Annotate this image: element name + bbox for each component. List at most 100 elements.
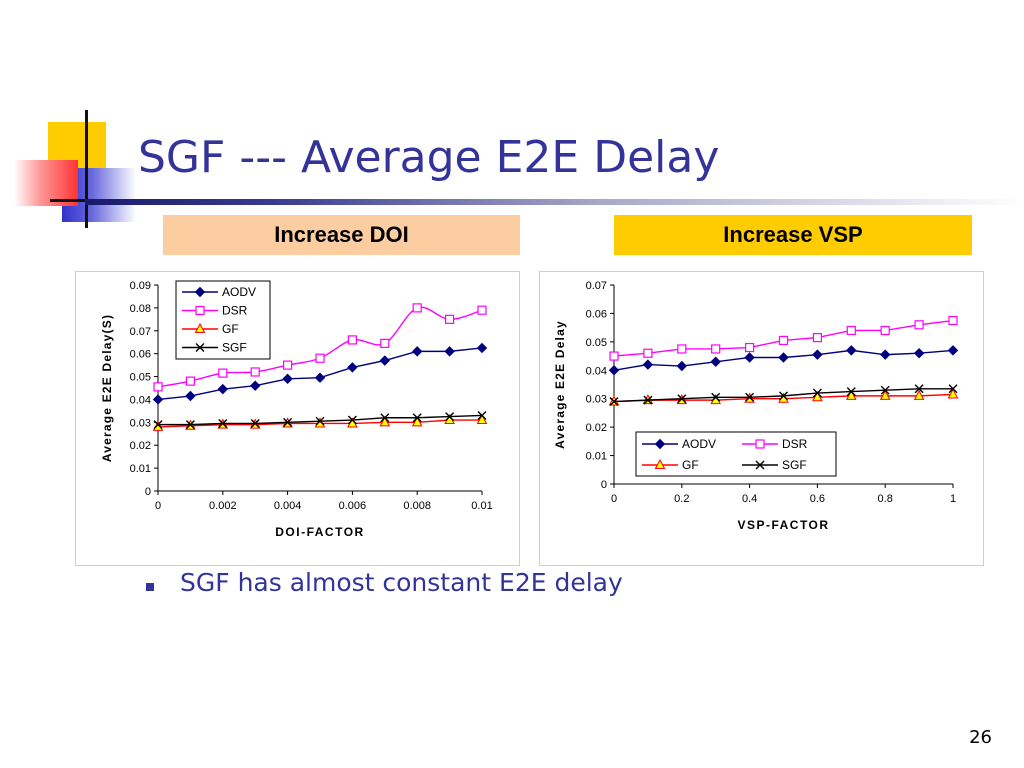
point-aodv (476, 342, 488, 354)
legend-item-sgf: SGF (742, 458, 807, 472)
point-sgf (445, 412, 455, 422)
series-sgf (609, 384, 958, 407)
chart-vsp-svg: 0 0.01 0.02 0.03 0.04 0.05 0.06 0.07 0 0.2 0.4 0.6 0… (553, 280, 959, 532)
point-aodv (185, 390, 196, 402)
page-number: 26 (969, 727, 992, 748)
y-tick-label: 0.03 (130, 417, 151, 429)
legend-item-dsr: DSR (742, 437, 808, 451)
chart-vsp-delay: 0 0.01 0.02 0.03 0.04 0.05 0.06 0.07 0 0.2 0.4 0.6 0… (539, 271, 984, 566)
legend-box (635, 431, 837, 477)
header-increase-vsp: Increase VSP (614, 215, 972, 255)
point-sgf (477, 410, 487, 420)
x-tick-label: 0.004 (274, 500, 302, 512)
point-gf (913, 389, 925, 400)
legend-label: DSR (222, 304, 248, 318)
legend-item-aodv: AODV (642, 437, 716, 451)
point-dsr (153, 382, 163, 392)
point-sgf (677, 394, 687, 404)
legend-label: SGF (222, 341, 247, 355)
point-sgf (347, 415, 357, 425)
legend-item-dsr: DSR (182, 304, 248, 318)
point-gf (379, 416, 391, 427)
point-sgf (283, 417, 293, 427)
point-dsr (609, 351, 619, 361)
legend-label: AODV (222, 285, 256, 299)
legend-label: GF (222, 322, 239, 336)
point-dsr (283, 360, 293, 370)
x-tick-label: 0.8 (878, 493, 893, 505)
point-gf (812, 391, 823, 402)
y-tick-label: 0.07 (130, 326, 151, 338)
series-dsr (153, 303, 487, 392)
y-tick-label: 0.09 (130, 280, 151, 292)
legend-swatch-marker (194, 286, 206, 298)
point-dsr (880, 325, 890, 336)
y-tick-label: 0.01 (130, 463, 151, 475)
y-tick-label: 0.02 (586, 422, 607, 434)
point-sgf (315, 416, 325, 426)
series-dsr (609, 315, 958, 361)
point-sgf (948, 384, 958, 394)
point-aodv (913, 348, 925, 359)
point-dsr (477, 305, 487, 315)
bullet-text: SGF has almost constant E2E delay (180, 568, 623, 597)
point-dsr (677, 344, 687, 354)
point-sgf (609, 397, 619, 407)
point-gf (476, 413, 488, 425)
point-aodv (379, 355, 391, 366)
x-tick-label: 0 (611, 493, 617, 505)
point-gf (947, 388, 959, 399)
y-tick-label: 0.01 (586, 451, 607, 463)
title-underline (85, 199, 1024, 205)
legend-swatch-marker (755, 439, 765, 449)
header-increase-doi: Increase DOI (163, 215, 520, 255)
legend-swatch-marker (654, 458, 666, 469)
y-tick-label: 0.02 (130, 440, 151, 452)
point-aodv (642, 359, 654, 370)
point-dsr (914, 320, 924, 330)
x-tick-label: 0.2 (674, 493, 689, 505)
x-tick-label: 0.4 (742, 493, 757, 505)
legend-item-gf: GF (182, 322, 239, 336)
legend-item-sgf: SGF (182, 341, 247, 355)
point-sgf (914, 384, 924, 394)
point-aodv (314, 372, 326, 383)
series-gf (608, 388, 959, 406)
point-aodv (846, 345, 857, 356)
x-tick-label: 0.002 (209, 500, 237, 512)
point-aodv (778, 352, 789, 363)
y-tick-label: 0.07 (586, 280, 607, 292)
legend-label: DSR (782, 437, 808, 451)
y-axis-title: Average E2E Delay(S) (100, 314, 114, 462)
point-dsr (812, 332, 822, 343)
x-tick-label: 0.006 (339, 500, 367, 512)
legend-item-gf: GF (642, 458, 699, 472)
point-sgf (218, 418, 228, 428)
x-tick-label: 0.008 (403, 500, 431, 512)
point-dsr (412, 303, 422, 313)
point-dsr (347, 335, 357, 345)
point-gf (314, 417, 326, 428)
y-tick-label: 0.03 (586, 394, 607, 406)
x-tick-label: 1 (950, 493, 956, 505)
x-axis-title: DOI-FACTOR (275, 525, 364, 539)
series-sgf (153, 410, 487, 430)
point-sgf (412, 413, 422, 423)
point-dsr (711, 344, 721, 354)
point-sgf (779, 391, 788, 401)
legend-swatch-marker (195, 305, 205, 316)
point-sgf (185, 420, 195, 430)
point-aodv (947, 345, 959, 356)
x-tick-label: 0.01 (471, 500, 492, 512)
legend-box (175, 280, 271, 360)
y-axis-title: Average E2E Delay (553, 320, 567, 449)
point-aodv (744, 352, 755, 363)
x-tick-label: 0 (155, 500, 161, 512)
point-aodv (879, 349, 891, 360)
legend-label: SGF (782, 458, 807, 472)
point-sgf (380, 413, 390, 423)
point-dsr (185, 376, 196, 386)
point-sgf (153, 420, 163, 430)
legend: AODV DSR GF SGF (635, 431, 837, 477)
point-aodv (347, 362, 358, 373)
